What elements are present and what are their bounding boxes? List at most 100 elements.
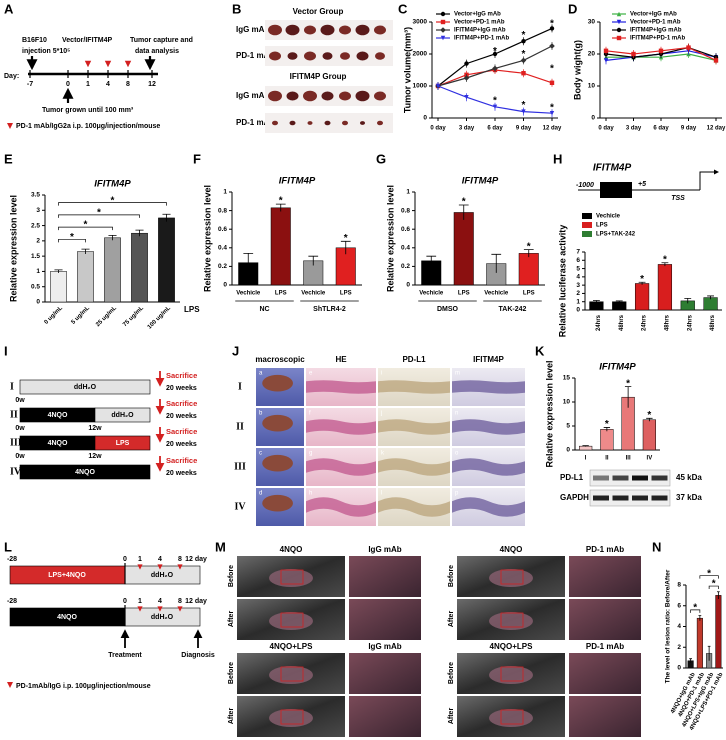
significance-star: * — [605, 419, 609, 430]
x-tick-label: Vechicle — [484, 291, 509, 297]
roi-box — [280, 612, 304, 628]
point — [521, 39, 526, 44]
band — [593, 495, 609, 501]
label: -28 — [7, 598, 17, 605]
tissue — [306, 458, 376, 476]
significance-star: * — [550, 63, 554, 74]
label: Sacrifice — [166, 371, 197, 380]
y-tick-label: 4 — [576, 274, 580, 281]
label: 20 weeks — [166, 470, 197, 477]
cell-letter: k — [381, 451, 385, 457]
bar — [453, 212, 474, 286]
panel-letter: L — [4, 539, 12, 554]
x-tick-label: 0 day — [430, 126, 446, 132]
tissue — [452, 458, 525, 476]
marker-icon — [137, 606, 143, 612]
cell-letter: b — [259, 411, 263, 417]
label: Treatment — [108, 652, 142, 659]
promoter-box — [600, 182, 632, 198]
panel-letter: M — [215, 539, 226, 554]
y-tick-label: 15 — [563, 375, 571, 382]
roi-box — [500, 709, 524, 725]
significance-star: * — [97, 208, 101, 219]
label: PD-L1 — [402, 355, 426, 364]
legend-label: IFITM4P+IgG mAb — [630, 28, 682, 34]
y-tick-label: 3.5 — [31, 192, 40, 199]
point — [463, 75, 470, 81]
tumor — [289, 120, 296, 126]
label: 4 — [106, 81, 110, 88]
y-tick-label: 0.8 — [401, 207, 410, 214]
tumor — [304, 25, 316, 35]
y-tick-label: 0.6 — [401, 226, 410, 233]
x-tick-label: 25 ug/mL — [95, 305, 118, 328]
bar — [518, 253, 539, 286]
label: 20 weeks — [166, 441, 197, 448]
error-bar — [615, 300, 623, 303]
panel-letter: H — [553, 151, 562, 166]
significance-star: * — [344, 233, 348, 244]
marker-icon — [124, 60, 132, 68]
timeline-bar — [94, 435, 151, 451]
bar — [696, 617, 703, 669]
label: Sacrifice — [166, 399, 197, 408]
label: Before — [448, 565, 455, 587]
y-tick-label: 0 — [677, 665, 681, 672]
zoom-photo — [349, 653, 421, 694]
tumor — [285, 24, 300, 36]
specimen — [262, 494, 293, 512]
bracket — [690, 609, 701, 613]
label: Tumor capture and — [130, 37, 193, 44]
point — [549, 111, 555, 116]
bar — [612, 301, 627, 311]
label: PD-1 mAb — [586, 545, 624, 554]
chart-title: IFITM4P — [462, 176, 499, 187]
label: 20 weeks — [166, 413, 197, 420]
tumor — [340, 52, 350, 60]
tumor — [374, 25, 386, 35]
label: 4NQO+LPS — [270, 642, 314, 651]
y-tick-label: 0.5 — [31, 283, 40, 290]
legend-marker — [616, 27, 622, 33]
error-bar — [698, 615, 702, 621]
x-tick-label: II — [605, 456, 609, 462]
y-axis-label: The level of lesion ratio: Before/After — [665, 569, 672, 683]
cell-letter: m — [455, 371, 460, 377]
zoom-photo — [569, 696, 641, 737]
x-tick-label: LPS — [523, 291, 535, 297]
x-tick-label: 6 day — [653, 126, 669, 132]
significance-star: * — [527, 241, 531, 252]
y-tick-label: 0 — [576, 307, 580, 314]
y-tick-label: 1 — [36, 268, 40, 275]
label: ddH₂O — [74, 384, 97, 391]
bracket — [58, 202, 167, 206]
legend-label: Vector+IgG mAb — [454, 12, 501, 18]
chart-title: IFITM4P — [599, 362, 636, 373]
label: After — [448, 708, 455, 725]
roi-box — [500, 666, 524, 682]
y-axis-label: Relative expression level — [544, 360, 554, 467]
error-bar — [684, 298, 692, 304]
label: LPS — [116, 440, 130, 447]
y-tick-label: 2 — [677, 644, 681, 651]
y-tick-label: 1000 — [413, 83, 428, 90]
tumor — [307, 121, 313, 125]
cell-letter: j — [380, 411, 382, 417]
marker-icon — [104, 60, 112, 68]
point — [549, 26, 555, 31]
error-bar — [707, 645, 711, 661]
x-tick-label: Vechicle — [236, 291, 261, 297]
error-bar — [135, 229, 144, 237]
label: GAPDH — [560, 493, 589, 502]
panel-letter: I — [4, 343, 8, 358]
cell-letter: a — [259, 371, 263, 377]
label: Sacrifice — [166, 427, 197, 436]
label: 1 — [138, 556, 142, 563]
tissue — [306, 419, 376, 435]
lesion — [489, 709, 533, 727]
zoom-photo — [349, 599, 421, 640]
label: ddH₂O — [151, 614, 174, 621]
y-tick-label: 6 — [576, 257, 580, 264]
error-bar — [54, 269, 63, 273]
label: PD-1 mAb — [586, 642, 624, 651]
